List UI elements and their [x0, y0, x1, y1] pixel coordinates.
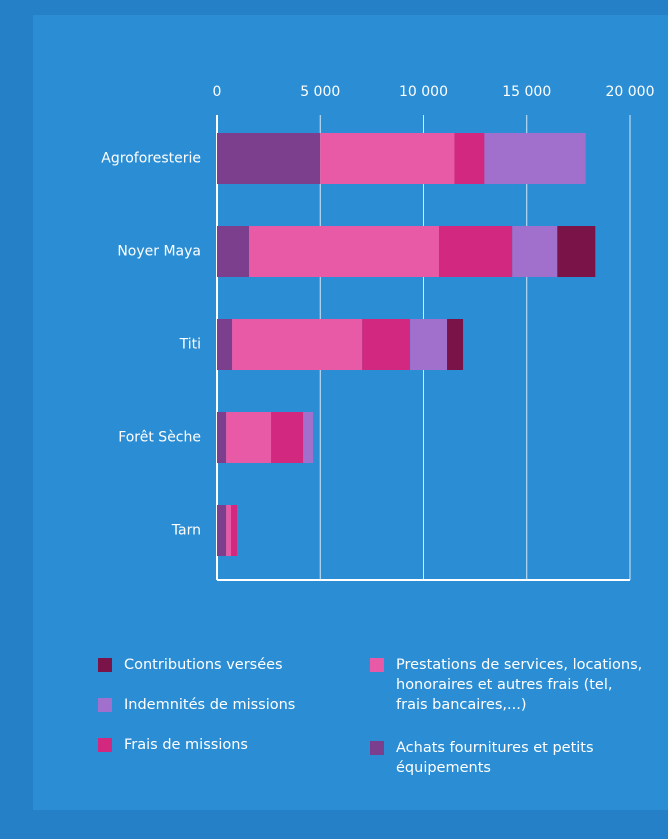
x-tick-label: 20 000 [606, 84, 655, 100]
legend-entry: Prestations de services, locations, hono… [370, 655, 646, 715]
legend-entry: Frais de missions [98, 735, 344, 755]
legend-label: Achats fournitures et petits équipements [396, 740, 594, 776]
bar-segment [362, 319, 411, 370]
bar-segment [226, 412, 272, 463]
bar-segment [217, 133, 321, 184]
legend-entry: Contributions versées [98, 655, 344, 675]
x-tick-label: 5 000 [300, 84, 340, 100]
legend-entry: Achats fournitures et petits équipements [370, 738, 646, 778]
legend-swatch [98, 738, 112, 752]
y-tick-label: Tarn [171, 523, 201, 539]
bar-segment [226, 505, 232, 556]
bar-segment [217, 412, 227, 463]
y-tick-label: Agroforesterie [101, 151, 201, 167]
bar-segment [320, 133, 455, 184]
bar-segment [512, 226, 558, 277]
bar-segment [271, 412, 304, 463]
legend-swatch [370, 741, 384, 755]
bar-segment [484, 133, 586, 184]
y-tick-label: Forêt Sèche [118, 430, 201, 446]
bar-segment [231, 505, 238, 556]
bar-segment [217, 226, 250, 277]
bar-segment [447, 319, 464, 370]
legend-swatch [98, 698, 112, 712]
legend-swatch [370, 658, 384, 672]
legend-label: Prestations de services, locations, hono… [396, 657, 643, 713]
x-tick-label: 10 000 [399, 84, 448, 100]
y-tick-label: Titi [179, 337, 201, 353]
legend-label: Frais de missions [124, 737, 248, 753]
legend-label: Contributions versées [124, 657, 283, 673]
bar-segment [410, 319, 448, 370]
legend-label: Indemnités de missions [124, 697, 296, 713]
bar-segment [217, 319, 233, 370]
bar-segment [557, 226, 596, 277]
y-tick-label: Noyer Maya [117, 244, 201, 260]
x-tick-label: 0 [213, 84, 222, 100]
legend-swatch [98, 658, 112, 672]
legend-entry: Indemnités de missions [98, 695, 344, 715]
bar-segment [454, 133, 485, 184]
bar-segment [438, 226, 513, 277]
bar-segment [217, 505, 227, 556]
bar-segment [232, 319, 363, 370]
bar-segment [249, 226, 439, 277]
bar-segment [303, 412, 314, 463]
x-tick-label: 15 000 [502, 84, 551, 100]
